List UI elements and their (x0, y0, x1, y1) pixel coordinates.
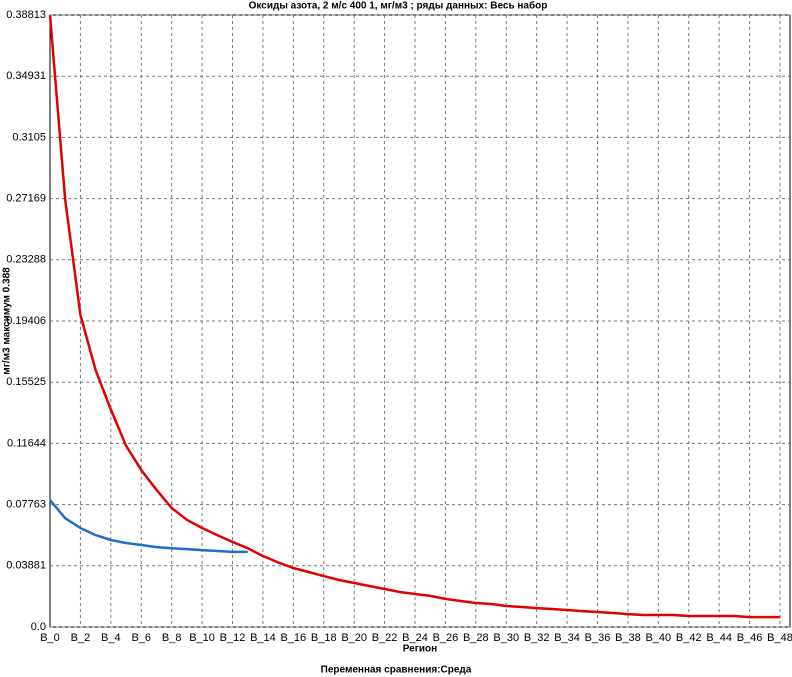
y-tick-label: 0.03881 (6, 560, 46, 572)
x-tick-label: B_14 (250, 632, 276, 644)
y-tick-label: 0.3105 (12, 131, 46, 143)
footer: Переменная сравнения:Среда (321, 665, 472, 676)
x-tick-label: B_42 (676, 632, 702, 644)
x-tick-label: B_22 (372, 632, 398, 644)
x-axis-label: Регион (403, 644, 437, 655)
x-tick-label: B_24 (402, 632, 428, 644)
x-tick-label: B_30 (493, 632, 519, 644)
y-tick-label: 0.19406 (6, 315, 46, 327)
x-tick-label: B_46 (737, 632, 763, 644)
x-tick-label: B_10 (189, 632, 215, 644)
y-tick-label: 0.07763 (6, 498, 46, 510)
x-tick-label: B_34 (554, 632, 580, 644)
x-tick-label: B_8 (162, 632, 182, 644)
x-tick-label: B_6 (131, 632, 151, 644)
y-tick-label: 0.27169 (6, 193, 46, 205)
y-tick-label: 0.23288 (6, 254, 46, 266)
y-tick-label: 0.11644 (7, 437, 46, 449)
x-tick-label: B_18 (311, 632, 337, 644)
y-tick-label: 0.38813 (6, 9, 46, 21)
x-tick-label: B_16 (280, 632, 306, 644)
x-tick-label: B_2 (71, 632, 91, 644)
x-tick-label: B_44 (706, 632, 732, 644)
chart-title: Оксиды азота, 2 м/с 400 1, мг/м3 ; ряды … (249, 0, 548, 12)
x-tick-label: B_48 (767, 632, 792, 644)
x-tick-label: B_28 (463, 632, 489, 644)
x-tick-label: B_20 (341, 632, 367, 644)
y-tick-label: 0.15525 (6, 376, 46, 388)
x-tick-label: B_36 (585, 632, 611, 644)
x-tick-label: B_32 (524, 632, 550, 644)
x-tick-label: B_12 (220, 632, 246, 644)
x-tick-label: B_40 (645, 632, 671, 644)
series-line (49, 499, 248, 554)
x-tick-label: B_0 (40, 632, 60, 644)
y-tick-label: 0.0 (31, 621, 46, 633)
series-line (48, 15, 780, 619)
x-tick-label: B_38 (615, 632, 641, 644)
x-tick-label: B_4 (101, 632, 121, 644)
x-tick-label: B_26 (433, 632, 459, 644)
y-axis-label: мг/м3 максимум 0.388 (2, 267, 13, 375)
y-tick-label: 0.34931 (6, 70, 46, 82)
